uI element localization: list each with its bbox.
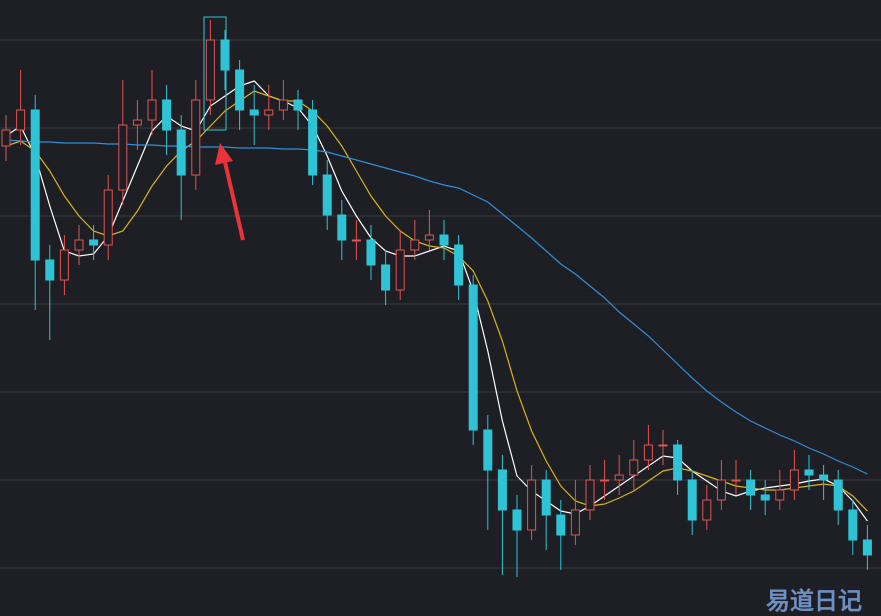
candle-body (147, 99, 157, 121)
candle-body (410, 239, 420, 251)
candle-body (556, 514, 566, 536)
candle-body (746, 479, 756, 496)
candle-body (629, 459, 639, 476)
candle-body (804, 469, 814, 476)
candle-body (74, 239, 84, 251)
grid (0, 39, 881, 569)
candle-body (45, 259, 55, 281)
candle-body (497, 469, 507, 511)
candle-body (570, 509, 580, 536)
candle-body (789, 469, 799, 491)
arrow (215, 143, 245, 241)
candle-body (716, 479, 726, 501)
candle-body (395, 249, 405, 291)
candle-body (439, 234, 449, 246)
candle-body (205, 39, 215, 101)
candle-body (381, 264, 391, 291)
candle-body (59, 249, 69, 281)
candle-body (162, 99, 172, 131)
candle-body (264, 109, 274, 116)
candle-body (16, 109, 26, 131)
candles (1, 20, 872, 577)
candle-body (454, 244, 464, 286)
candle-body (862, 539, 872, 556)
candle-body (89, 239, 99, 246)
candle-body (687, 479, 697, 521)
ma-line (5, 80, 868, 522)
candle-body (220, 39, 230, 71)
candle-body (468, 284, 478, 431)
candle-body (118, 124, 128, 191)
ma-lines (5, 80, 868, 522)
candle-body (833, 479, 843, 511)
ma-line (5, 90, 868, 512)
candle-body (819, 474, 829, 481)
candle-body (191, 99, 201, 176)
candle-body (541, 479, 551, 516)
candle-body (176, 129, 186, 176)
candle-body (483, 429, 493, 471)
candle-body (351, 239, 361, 242)
candle-body (249, 109, 259, 116)
candle-body (527, 479, 537, 531)
candle-body (132, 119, 142, 126)
candle-body (293, 99, 303, 111)
candle-body (848, 509, 858, 541)
candle-body (322, 174, 332, 216)
candle-body (337, 214, 347, 241)
candle-body (278, 99, 288, 111)
candle-body (673, 444, 683, 481)
candle-body (103, 189, 113, 246)
candle-body (512, 509, 522, 531)
candle-body (731, 479, 741, 482)
candle-body (760, 494, 770, 501)
candle-body (658, 444, 668, 447)
candle-body (585, 479, 595, 511)
watermark: 易道日记 (766, 587, 862, 615)
candle-body (775, 489, 785, 501)
ma-line (5, 139, 868, 475)
candle-body (643, 444, 653, 461)
candle-body (424, 234, 434, 241)
candle-body (30, 109, 40, 261)
candle-body (600, 479, 610, 482)
candle-body (614, 474, 624, 481)
candle-body (235, 69, 245, 111)
candle-body (702, 499, 712, 521)
candle-body (1, 129, 11, 147)
candle-body (308, 109, 318, 176)
candle-body (366, 239, 376, 266)
highlight-box (203, 16, 227, 131)
